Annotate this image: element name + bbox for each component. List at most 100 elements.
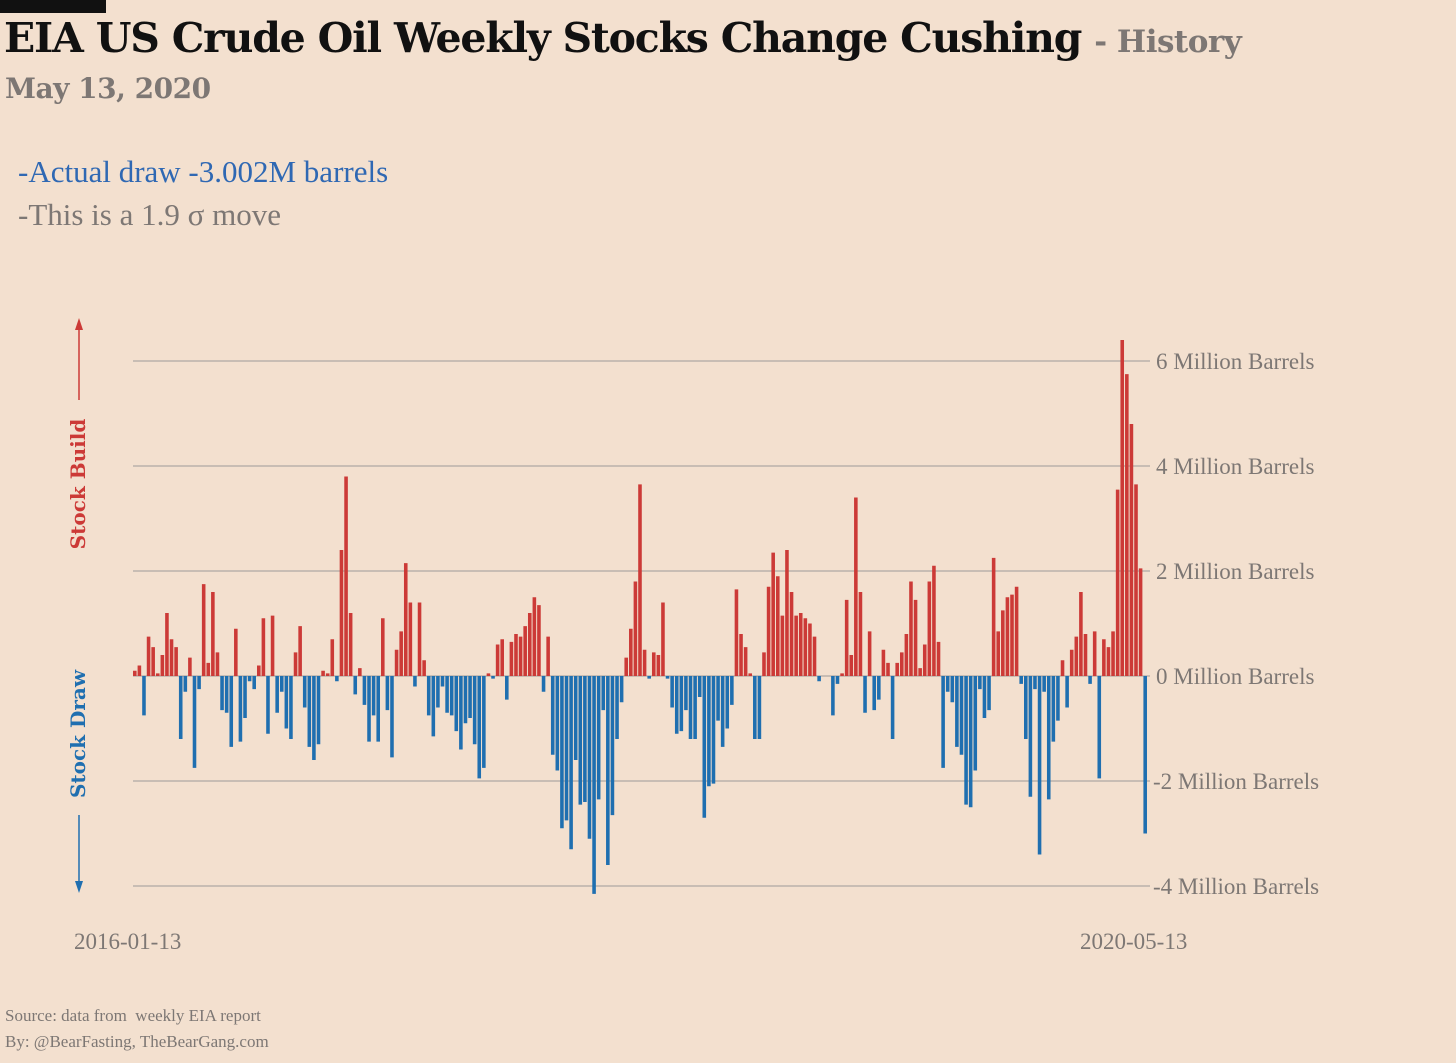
build-bar: [661, 602, 665, 676]
build-bar: [913, 599, 918, 677]
y-tick-label: -4 Million Barrels: [1153, 874, 1319, 899]
draw-bar: [197, 676, 201, 690]
chart-title-suffix: - History: [1094, 24, 1242, 60]
draw-bar: [573, 676, 578, 760]
draw-bar: [192, 676, 197, 768]
y-tick-label: 0 Million Barrels: [1156, 664, 1314, 689]
draw-bar: [987, 676, 991, 711]
draw-bar: [569, 676, 573, 850]
actual-draw-note: -Actual draw -3.002M barrels: [18, 154, 389, 189]
draw-bar: [385, 676, 390, 711]
build-bar: [936, 641, 941, 677]
build-bar: [780, 615, 785, 676]
build-bar: [1069, 649, 1074, 676]
draw-bar: [555, 676, 560, 771]
report-date: May 13, 2020: [5, 72, 211, 105]
build-bar: [996, 631, 1001, 677]
draw-bar: [578, 676, 583, 805]
draw-bar: [831, 676, 835, 716]
draw-bar: [978, 676, 982, 690]
draw-bar: [505, 676, 509, 700]
draw-bar: [459, 676, 463, 750]
draw-bar: [229, 676, 234, 747]
build-bar: [137, 665, 142, 676]
draw-bar: [596, 676, 601, 800]
draw-bar: [1056, 676, 1060, 721]
build-bar: [1074, 636, 1079, 677]
draw-bar: [445, 676, 449, 713]
build-bar: [408, 602, 413, 676]
draw-bar: [316, 676, 321, 745]
draw-bar: [950, 676, 955, 703]
draw-bar: [702, 676, 707, 818]
draw-bar: [243, 676, 247, 718]
draw-bar: [491, 676, 495, 679]
build-bar: [766, 586, 771, 676]
build-bar: [798, 613, 803, 676]
build-bar: [298, 626, 302, 677]
build-bar: [886, 662, 890, 677]
draw-bar: [955, 676, 959, 747]
build-bar: [927, 581, 932, 676]
x-end-label: 2020-05-13: [1080, 929, 1187, 954]
build-bar: [211, 592, 215, 676]
draw-bar: [730, 676, 734, 705]
draw-bar: [606, 676, 610, 865]
build-bar: [789, 592, 794, 676]
draw-bar: [142, 676, 146, 716]
build-bar: [1129, 424, 1134, 676]
build-bar: [734, 589, 739, 677]
build-bar: [844, 599, 849, 677]
build-bar: [330, 639, 335, 676]
build-arrow-icon: [75, 318, 83, 330]
draw-bar: [720, 676, 725, 747]
build-bar: [422, 660, 426, 676]
draw-bar: [945, 676, 950, 692]
draw-bar: [716, 676, 720, 721]
draw-bar: [610, 676, 615, 816]
build-bar: [1111, 631, 1115, 677]
draw-bar: [968, 676, 973, 808]
draw-bar: [959, 676, 964, 755]
build-bar: [881, 649, 886, 676]
draw-bar: [1037, 676, 1042, 855]
build-bar: [261, 618, 266, 676]
build-bar: [858, 592, 863, 676]
build-bar: [403, 563, 408, 677]
build-bar: [642, 649, 647, 676]
draw-bar: [560, 676, 564, 829]
draw-bar: [1051, 676, 1056, 742]
draw-bar: [592, 676, 596, 894]
draw-bar: [1042, 676, 1046, 692]
build-bar: [527, 613, 532, 676]
sigma-note: -This is a 1.9 σ move: [18, 197, 281, 232]
build-bar: [638, 484, 642, 677]
y-tick-label: 4 Million Barrels: [1156, 454, 1314, 479]
draw-bar: [1046, 676, 1051, 800]
build-bar: [174, 647, 178, 677]
draw-bar: [964, 676, 968, 805]
build-bar: [743, 647, 748, 677]
draw-bar: [413, 676, 417, 687]
draw-bar: [220, 676, 224, 711]
build-bar: [206, 662, 211, 677]
build-bar: [1060, 660, 1065, 676]
build-bar: [633, 581, 638, 676]
build-bar: [518, 636, 523, 677]
build-bar: [532, 597, 537, 676]
draw-bar: [289, 676, 293, 739]
build-bar: [537, 605, 541, 677]
draw-bar: [707, 676, 711, 787]
draw-bar: [725, 676, 730, 729]
draw-bar: [463, 676, 468, 724]
draw-bar: [564, 676, 569, 821]
build-bar: [739, 634, 743, 676]
build-bar: [155, 673, 160, 677]
build-bar: [509, 641, 514, 677]
build-bar: [344, 476, 348, 676]
draw-bar: [390, 676, 394, 758]
build-bar: [771, 552, 775, 677]
build-bar: [812, 636, 817, 677]
build-bar: [624, 657, 629, 677]
